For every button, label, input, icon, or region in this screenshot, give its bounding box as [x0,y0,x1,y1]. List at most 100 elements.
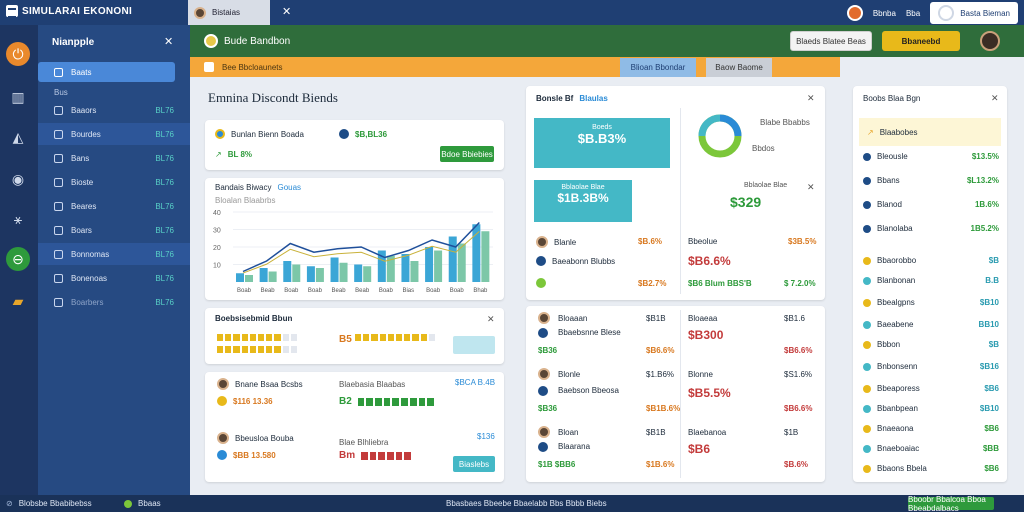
sidebar-item[interactable]: Bonnomas BL76 [38,243,190,265]
bar[interactable] [339,262,348,282]
sidebar-item[interactable]: Baaors BL76 [38,99,190,121]
bar[interactable] [330,257,339,283]
sidebar-item[interactable]: Bourdes BL76 [38,123,190,145]
bar[interactable] [292,264,301,283]
right-panel-row[interactable]: Bbaons Bbela $B6 [863,464,999,473]
folder-icon[interactable]: ▰ [12,292,24,309]
list-row[interactable]: Bbeusloa Bouba [217,432,294,444]
active-tab[interactable]: Bistaias [188,0,270,25]
progress-segment [355,334,362,341]
sidebar-item-active[interactable]: Baats [38,62,175,82]
bar[interactable] [377,250,386,283]
bar[interactable] [472,224,481,282]
right-panel-row[interactable]: Baeabene BB10 [863,320,999,329]
right-panel-close-icon[interactable]: ✕ [991,93,999,103]
bar[interactable] [245,275,253,282]
right-panel-row[interactable]: Blanolaba 1B5.2% [863,224,999,233]
bar[interactable] [236,273,244,282]
right-panel-row[interactable]: Bnaeboaiac $BB [863,444,999,453]
right-panel-highlight[interactable]: ↗ Blaabobes [859,118,1001,146]
progress-segment [274,346,281,353]
bar[interactable] [425,247,434,282]
right-panel-row[interactable]: Bbaorobbo $B [863,256,999,265]
bar[interactable] [363,266,372,282]
right-panel-row[interactable]: Bleousle $13.5% [863,152,999,161]
stats-row[interactable]: Blanle [536,236,576,248]
share-icon[interactable]: ⚹ [13,210,23,227]
sidebar-close-icon[interactable]: ✕ [164,36,174,48]
top-link-1[interactable]: Bbnba [872,8,896,18]
summary-button[interactable]: Bdoe Bbiebies [440,146,494,162]
right-panel-row[interactable]: Bnaeaona $B6 [863,424,999,433]
brand[interactable]: SIMULARAI EKONONI [6,5,132,18]
stat-tile[interactable]: Boeds $B.B3% [534,118,670,168]
bar[interactable] [448,236,457,283]
bar[interactable] [386,255,395,282]
status-left-2[interactable]: Bbaas [124,499,161,508]
list-button[interactable]: Biaslebs [453,456,495,472]
sidebar-item[interactable]: Boarbers BL76 [38,291,190,313]
home-icon[interactable]: ⏻ [6,42,30,66]
toggle-icon[interactable]: ⊖ [6,247,30,271]
right-close-icon[interactable]: ✕ [807,182,815,192]
bar[interactable] [457,243,466,283]
chart-icon[interactable]: ◭ [12,128,24,145]
stats-close-icon[interactable]: ✕ [807,93,815,103]
right-panel-row[interactable]: Bbbon $B [863,340,999,349]
bar[interactable] [259,268,268,282]
sidebar-item[interactable]: Beares BL76 [38,195,190,217]
stat-tile[interactable]: Bblaolae Blae $1B.3B% [534,180,632,222]
bar[interactable] [434,250,443,283]
header-avatar[interactable] [980,31,1000,51]
progress-segment [412,334,419,341]
right-panel-row[interactable]: Blanbonan B.B [863,276,999,285]
target-icon[interactable]: ◉ [11,170,25,187]
user-menu[interactable]: Basta Bieman [930,2,1018,24]
primary-action-button[interactable]: Bbaneebd [882,31,960,51]
row-label: Baeabene [877,320,914,329]
bar[interactable] [481,231,490,282]
bar[interactable] [410,261,419,282]
bar[interactable] [315,268,324,282]
book-icon[interactable]: ▥ [11,88,25,105]
list-row[interactable]: Bnane Bsaa Bcsbs [217,378,303,390]
filter-button[interactable]: Blaeds Blatee Beas [790,31,872,51]
summary-card: Bunlan Bienn Boada $B,BL36 ↗ BL 8% Bdoe … [205,120,504,170]
right-panel-row[interactable]: Blanod 1B.6% [863,200,999,209]
right-panel-row[interactable]: Bbanbpean $B10 [863,404,999,413]
stats-row[interactable] [536,278,546,288]
stats-row[interactable]: Baeabonn Blubbs [536,256,615,266]
right-panel-row[interactable]: Bbeaporess $B6 [863,384,999,393]
row-value: BB10 [978,320,999,329]
right-panel-row[interactable]: Bbans $L13.2% [863,176,999,185]
progress-segment [233,334,240,341]
sidebar-item[interactable]: Bans BL76 [38,147,190,169]
row-avatar [536,236,548,248]
sidebar-item[interactable]: Boars BL76 [38,219,190,241]
notification-avatar[interactable] [846,5,863,21]
bar[interactable] [268,271,277,283]
close-tab-icon[interactable]: ✕ [282,6,292,18]
progress-segment [357,397,365,406]
amount-icon [339,129,349,139]
top-link-2[interactable]: Bba [905,8,921,18]
right-panel-row[interactable]: Bbealgpns $B10 [863,298,999,307]
progress-close-icon[interactable]: ✕ [487,314,495,324]
tab-secondary[interactable]: Baow Baome [706,58,772,77]
progress-action[interactable] [453,336,495,354]
sidebar-item[interactable]: Bioste BL76 [38,171,190,193]
bar[interactable] [401,254,410,282]
x-tick-label: Boab [379,288,394,294]
sidebar-item[interactable]: Bonenoas BL76 [38,267,190,289]
tab-primary[interactable]: Blioan Bbondar [620,58,696,77]
bar[interactable] [283,261,292,282]
bar[interactable] [354,264,363,283]
progress-segment [233,346,240,353]
right-panel-row[interactable]: Bnbonsenn $B16 [863,362,999,371]
bar[interactable] [306,266,315,282]
header-logo-icon [204,34,218,48]
status-right-button[interactable]: Bboobr Bbalcoa Bboa Bbeabdalbacs [908,495,994,512]
progress-segment [420,334,427,341]
row-icon [863,362,871,371]
progress-card: Boebsisebmid Bbun ✕ B5 [205,308,504,364]
